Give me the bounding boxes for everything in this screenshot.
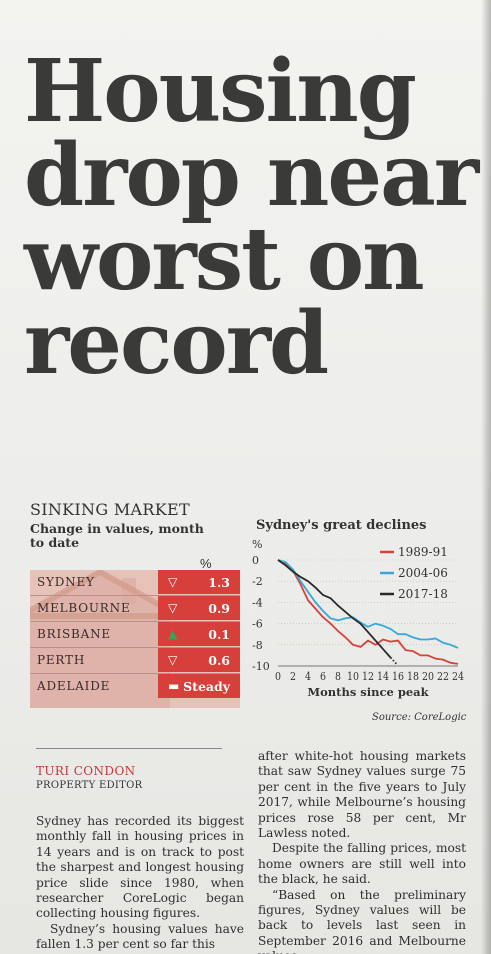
change-cell: ▽ 1.3 bbox=[158, 570, 240, 594]
city-name: ADELAIDE bbox=[37, 679, 111, 693]
x-tick-label: 2 bbox=[290, 670, 296, 683]
headline-line: Housing bbox=[24, 41, 417, 142]
city-name: PERTH bbox=[37, 653, 86, 667]
headline-line: worst on bbox=[24, 209, 425, 310]
x-tick-label: 20 bbox=[422, 670, 434, 683]
page-edge-shadow bbox=[481, 0, 491, 954]
x-tick-label: 4 bbox=[305, 670, 311, 683]
change-value: 0.6 bbox=[208, 652, 230, 668]
headline: Housing drop near worst on record bbox=[24, 41, 484, 394]
legend-label: 2017-18 bbox=[398, 587, 448, 601]
chart-source: Source: CoreLogic bbox=[372, 712, 467, 723]
triangle-down-icon: ▽ bbox=[168, 653, 178, 667]
y-tick-label: -6 bbox=[252, 618, 263, 631]
change-cell: ▬ Steady bbox=[158, 674, 240, 698]
x-tick-label: 24 bbox=[452, 670, 464, 683]
series-line-1989-91 bbox=[277, 559, 459, 665]
row-divider bbox=[30, 647, 240, 648]
triangle-down-icon: ▽ bbox=[168, 575, 178, 589]
x-tick-label: 10 bbox=[347, 670, 359, 683]
x-tick-label: 6 bbox=[320, 670, 326, 683]
headline-line: drop near bbox=[24, 125, 479, 226]
percent-header: % bbox=[200, 556, 212, 571]
y-tick-label: -4 bbox=[252, 596, 263, 609]
city-row-sydney: SYDNEY ▽ 1.3 bbox=[30, 570, 240, 594]
paragraph: after white-hot housing markets that saw… bbox=[258, 749, 466, 841]
triangle-down-icon: ▽ bbox=[168, 601, 178, 615]
chart-title: Sydney's great declines bbox=[256, 518, 427, 533]
triangle-up-icon: ▲ bbox=[168, 627, 178, 641]
line-chart: %0-2-4-6-8-100 2 4 6 8 10 12 14 16 18 20 22 24Months… bbox=[252, 538, 464, 699]
series-line-2004-06 bbox=[277, 559, 459, 649]
x-tick-label: 14 bbox=[377, 670, 389, 683]
change-value: 0.9 bbox=[208, 600, 230, 616]
paragraph: Sydney’s housing values have fallen 1.3 … bbox=[36, 921, 244, 952]
paragraph: Sydney has recorded its biggest monthly … bbox=[36, 814, 244, 921]
row-divider bbox=[30, 621, 240, 622]
legend-label: 1989-91 bbox=[398, 545, 448, 559]
series-line-2017-18 bbox=[277, 559, 392, 659]
change-value: 1.3 bbox=[208, 574, 230, 590]
change-value: Steady bbox=[183, 678, 230, 694]
y-tick-label: -2 bbox=[252, 575, 263, 588]
x-tick-label: 8 bbox=[335, 670, 341, 683]
x-tick-label: 22 bbox=[437, 670, 449, 683]
city-row-adelaide: ADELAIDE ▬ Steady bbox=[30, 674, 240, 698]
byline-role: PROPERTY EDITOR bbox=[36, 780, 143, 791]
city-name: SYDNEY bbox=[37, 575, 95, 589]
x-axis-label: Months since peak bbox=[307, 685, 429, 699]
city-row-melbourne: MELBOURNE ▽ 0.9 bbox=[30, 596, 240, 620]
x-tick-label: 12 bbox=[362, 670, 374, 683]
dash-icon: ▬ bbox=[168, 679, 180, 693]
change-cell: ▽ 0.6 bbox=[158, 648, 240, 672]
city-row-perth: PERTH ▽ 0.6 bbox=[30, 648, 240, 672]
paragraph: “Based on the preliminary figures, Sydne… bbox=[258, 887, 466, 954]
city-row-brisbane: BRISBANE ▲ 0.1 bbox=[30, 622, 240, 646]
legend-label: 2004-06 bbox=[398, 566, 448, 580]
change-value: 0.1 bbox=[208, 626, 230, 642]
x-tick-label: 0 bbox=[275, 670, 281, 683]
divider bbox=[36, 748, 222, 749]
row-divider bbox=[30, 673, 240, 674]
y-tick-label: 0 bbox=[252, 554, 259, 567]
headline-line: record bbox=[24, 293, 329, 394]
article-column-2: after white-hot housing markets that saw… bbox=[258, 749, 466, 954]
city-name: MELBOURNE bbox=[37, 601, 131, 615]
y-tick-label: -10 bbox=[252, 660, 270, 673]
row-divider bbox=[30, 595, 240, 596]
widget-subtitle: Change in values, month to date bbox=[30, 521, 204, 550]
y-tick-label: -8 bbox=[252, 639, 263, 652]
city-name: BRISBANE bbox=[37, 627, 111, 641]
article-column-1: Sydney has recorded its biggest monthly … bbox=[36, 814, 244, 953]
widget-title: SINKING MARKET bbox=[30, 500, 190, 519]
byline-name: TURI CONDON bbox=[36, 764, 136, 778]
x-tick-label: 16 bbox=[392, 670, 404, 683]
x-tick-label: 18 bbox=[407, 670, 419, 683]
y-axis-label: % bbox=[252, 538, 262, 551]
change-cell: ▽ 0.9 bbox=[158, 596, 240, 620]
change-cell: ▲ 0.1 bbox=[158, 622, 240, 646]
paragraph: Despite the falling prices, most home ow… bbox=[258, 841, 466, 887]
series-tail bbox=[389, 656, 398, 665]
